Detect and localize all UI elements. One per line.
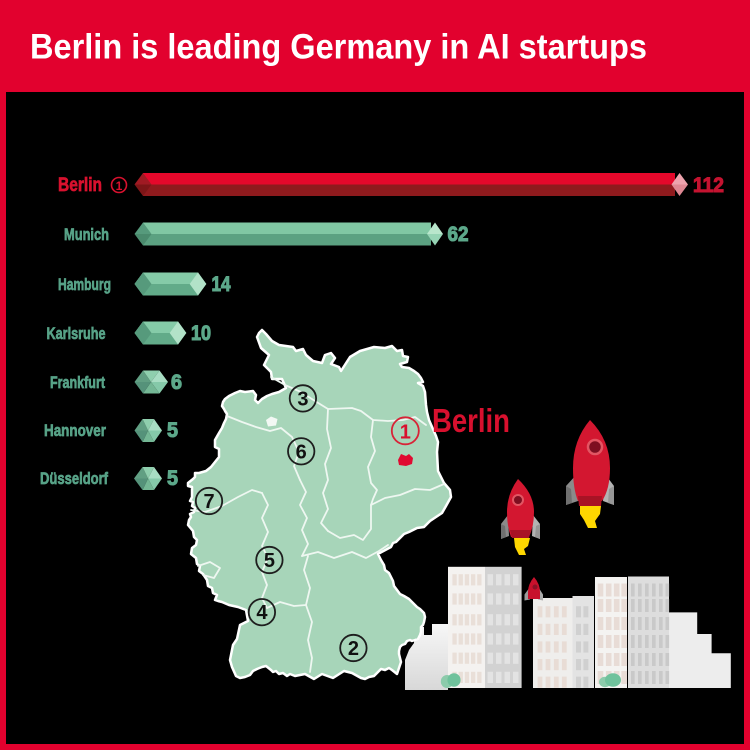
svg-text:10: 10 [191,322,211,345]
svg-text:4: 4 [256,602,268,624]
svg-text:Berlin: Berlin [58,175,102,196]
svg-text:6: 6 [296,441,307,463]
svg-text:7: 7 [203,491,214,513]
svg-text:1: 1 [400,421,411,443]
svg-text:62: 62 [448,223,469,246]
svg-text:Frankfurt: Frankfurt [50,373,105,392]
svg-text:2: 2 [348,638,359,660]
svg-text:14: 14 [212,273,231,296]
svg-text:Hannover: Hannover [44,421,106,440]
svg-text:Berlin is leading Germany in A: Berlin is leading Germany in AI startups [30,28,647,67]
svg-text:5: 5 [167,419,178,442]
svg-text:Hamburg: Hamburg [58,275,111,294]
svg-text:3: 3 [297,388,308,410]
svg-text:Karlsruhe: Karlsruhe [47,324,106,343]
svg-text:6: 6 [171,371,182,394]
svg-text:Berlin: Berlin [432,402,510,439]
svg-text:5: 5 [167,467,178,490]
svg-text:5: 5 [264,550,275,572]
svg-text:Munich: Munich [64,225,109,244]
svg-text:Düsseldorf: Düsseldorf [40,469,108,488]
svg-text:112: 112 [693,174,724,197]
svg-text:1: 1 [116,179,123,193]
